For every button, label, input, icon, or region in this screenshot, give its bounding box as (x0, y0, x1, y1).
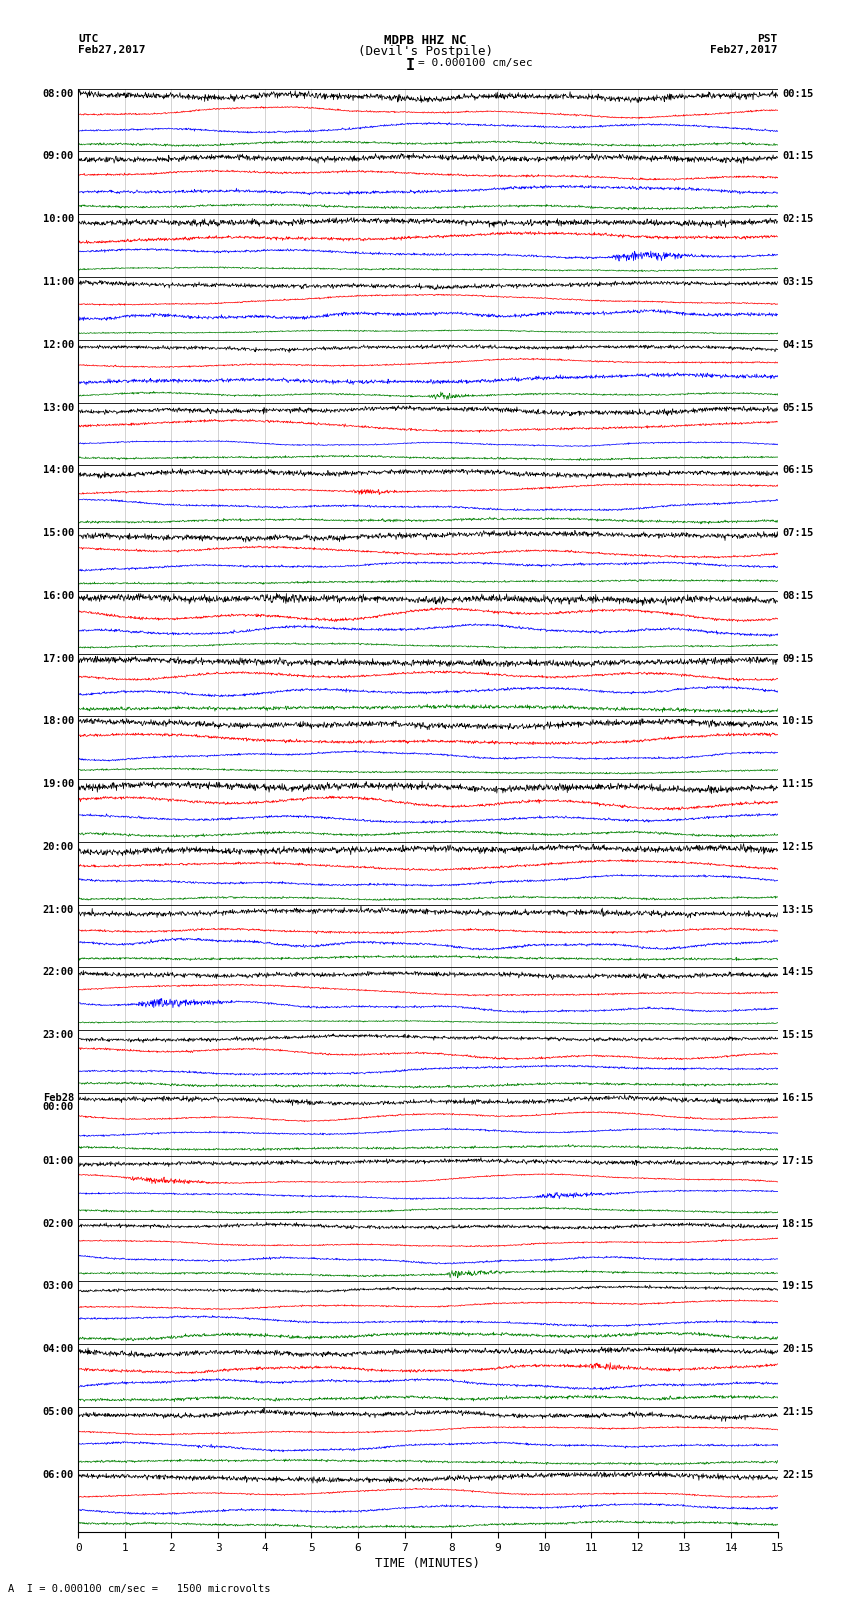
Text: 17:00: 17:00 (42, 653, 74, 663)
Text: 18:15: 18:15 (782, 1218, 813, 1229)
Text: 07:15: 07:15 (782, 527, 813, 539)
Text: 05:00: 05:00 (42, 1407, 74, 1416)
Text: 22:00: 22:00 (42, 968, 74, 977)
Text: MDPB HHZ NC: MDPB HHZ NC (383, 34, 467, 47)
Text: 16:00: 16:00 (42, 590, 74, 602)
Text: 13:00: 13:00 (42, 403, 74, 413)
Text: UTC: UTC (78, 34, 99, 44)
Text: 09:00: 09:00 (42, 152, 74, 161)
Text: 21:15: 21:15 (782, 1407, 813, 1416)
Text: 10:15: 10:15 (782, 716, 813, 726)
Text: 02:15: 02:15 (782, 215, 813, 224)
Text: 00:15: 00:15 (782, 89, 813, 98)
Text: 17:15: 17:15 (782, 1157, 813, 1166)
Text: 21:00: 21:00 (42, 905, 74, 915)
Text: 23:00: 23:00 (42, 1031, 74, 1040)
Text: Feb27,2017: Feb27,2017 (78, 45, 145, 55)
Text: 19:00: 19:00 (42, 779, 74, 789)
Text: 04:00: 04:00 (42, 1344, 74, 1353)
Text: 10:00: 10:00 (42, 215, 74, 224)
Text: 05:15: 05:15 (782, 403, 813, 413)
Text: PST: PST (757, 34, 778, 44)
Text: 01:15: 01:15 (782, 152, 813, 161)
Text: A  I = 0.000100 cm/sec =   1500 microvolts: A I = 0.000100 cm/sec = 1500 microvolts (8, 1584, 271, 1594)
Text: 04:15: 04:15 (782, 340, 813, 350)
Text: 06:15: 06:15 (782, 465, 813, 476)
Text: 11:00: 11:00 (42, 277, 74, 287)
Text: 11:15: 11:15 (782, 779, 813, 789)
Text: 16:15: 16:15 (782, 1094, 813, 1103)
Text: 14:00: 14:00 (42, 465, 74, 476)
Text: 01:00: 01:00 (42, 1157, 74, 1166)
Text: 15:15: 15:15 (782, 1031, 813, 1040)
Text: 20:15: 20:15 (782, 1344, 813, 1353)
Text: 08:00: 08:00 (42, 89, 74, 98)
Text: 20:00: 20:00 (42, 842, 74, 852)
Text: 12:15: 12:15 (782, 842, 813, 852)
Text: 08:15: 08:15 (782, 590, 813, 602)
Text: 00:00: 00:00 (42, 1102, 74, 1113)
Text: Feb27,2017: Feb27,2017 (711, 45, 778, 55)
Text: I: I (405, 58, 415, 73)
Text: 14:15: 14:15 (782, 968, 813, 977)
Text: Feb28: Feb28 (42, 1094, 74, 1103)
Text: 03:00: 03:00 (42, 1281, 74, 1292)
Text: 13:15: 13:15 (782, 905, 813, 915)
Text: = 0.000100 cm/sec: = 0.000100 cm/sec (418, 58, 533, 68)
Text: 06:00: 06:00 (42, 1469, 74, 1479)
X-axis label: TIME (MINUTES): TIME (MINUTES) (376, 1557, 480, 1569)
Text: 12:00: 12:00 (42, 340, 74, 350)
Text: 18:00: 18:00 (42, 716, 74, 726)
Text: 15:00: 15:00 (42, 527, 74, 539)
Text: 02:00: 02:00 (42, 1218, 74, 1229)
Text: 09:15: 09:15 (782, 653, 813, 663)
Text: (Devil's Postpile): (Devil's Postpile) (358, 45, 492, 58)
Text: 03:15: 03:15 (782, 277, 813, 287)
Text: 22:15: 22:15 (782, 1469, 813, 1479)
Text: 19:15: 19:15 (782, 1281, 813, 1292)
